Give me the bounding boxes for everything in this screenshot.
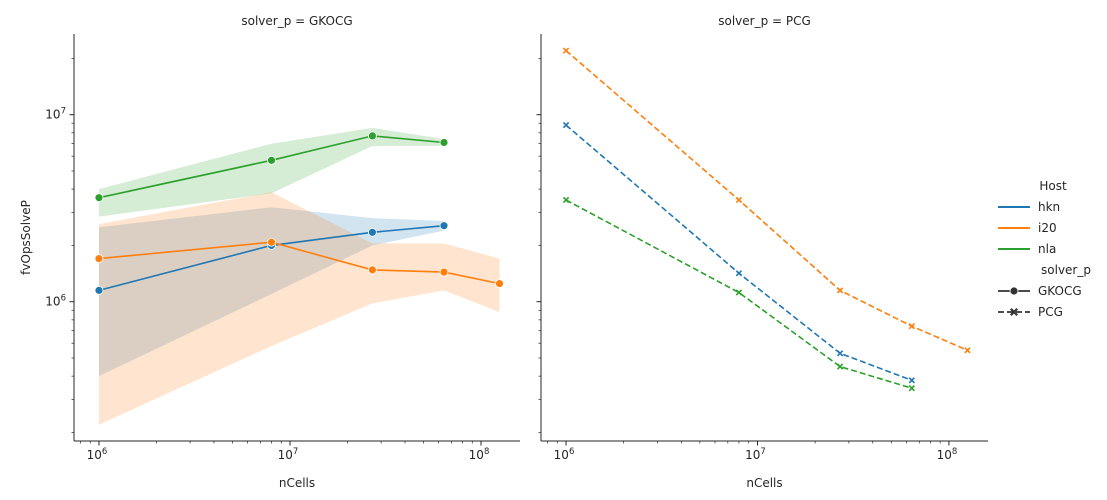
data-point-hkn <box>562 121 570 129</box>
legend-label-PCG: PCG <box>1038 305 1063 319</box>
data-point-hkn <box>908 377 915 384</box>
facet-panels: 106 107 108 106 107 solver_p = GKOCG nCells fvO… <box>19 14 988 490</box>
series-line-nla <box>98 135 445 199</box>
panel-1: 106 107 108 106 107 solver_p = GKOCG nCells fvO… <box>19 14 520 490</box>
data-point-hkn <box>367 227 377 237</box>
data-point-nla <box>735 289 743 296</box>
data-point-i20 <box>836 287 844 294</box>
data-point-nla <box>836 363 844 370</box>
legend-title-solver: solver_p <box>1041 263 1091 277</box>
data-point-i20 <box>367 265 377 275</box>
data-point-i20 <box>495 279 504 288</box>
x-tick-label: 106 <box>554 447 575 462</box>
data-point-nla <box>267 155 276 165</box>
legend-title-host: Host <box>1039 179 1067 193</box>
data-point-i20 <box>267 237 276 247</box>
confidence-band-hkn <box>99 207 444 377</box>
legend-label-GKOCG: GKOCG <box>1038 284 1082 298</box>
series-line-i20 <box>565 49 968 352</box>
confidence-band-nla <box>99 127 444 217</box>
confidence-band-i20 <box>99 192 500 425</box>
x-tick-label: 106 <box>87 447 108 462</box>
legend-marker-PCG <box>1010 308 1018 316</box>
panel-2: 106 107 108 solver_p = PCG nCells <box>536 14 988 490</box>
data-point-hkn <box>439 221 449 231</box>
data-point-nla <box>94 193 104 203</box>
y-tick-label: 106 <box>45 294 66 309</box>
data-point-nla <box>562 196 570 204</box>
x-tick-label: 107 <box>278 447 299 462</box>
series-line-hkn <box>565 124 913 382</box>
x-axis-label: nCells <box>279 476 315 490</box>
data-point-i20 <box>562 47 570 54</box>
panel-title: solver_p = GKOCG <box>241 14 352 28</box>
x-tick-label: 108 <box>937 447 958 462</box>
y-tick-label: 107 <box>45 107 66 122</box>
x-tick-label: 108 <box>469 447 490 462</box>
data-point-i20 <box>735 196 743 204</box>
data-point-i20 <box>908 323 915 330</box>
series-line-hkn <box>98 224 445 292</box>
series-line-nla <box>565 199 913 389</box>
x-axis-label: nCells <box>746 476 782 490</box>
data-point-i20 <box>439 267 449 277</box>
y-axis-label: fvOpsSolveP <box>19 200 33 275</box>
legend-marker-GKOCG <box>1009 286 1019 296</box>
data-point-hkn <box>836 350 844 357</box>
data-point-hkn <box>735 270 743 277</box>
legend-label-hkn: hkn <box>1038 200 1060 214</box>
data-point-hkn <box>94 285 104 295</box>
data-point-i20 <box>94 254 104 264</box>
legend: Host hkn i20 nla solver_p GKOCG PCG <box>998 179 1091 319</box>
data-point-nla <box>908 384 915 392</box>
x-tick-label: 107 <box>745 447 766 462</box>
panel-title: solver_p = PCG <box>718 14 811 28</box>
data-point-nla <box>367 131 377 141</box>
legend-label-nla: nla <box>1038 242 1056 256</box>
data-point-nla <box>439 138 449 147</box>
legend-label-i20: i20 <box>1038 221 1057 235</box>
data-point-i20 <box>964 347 971 354</box>
